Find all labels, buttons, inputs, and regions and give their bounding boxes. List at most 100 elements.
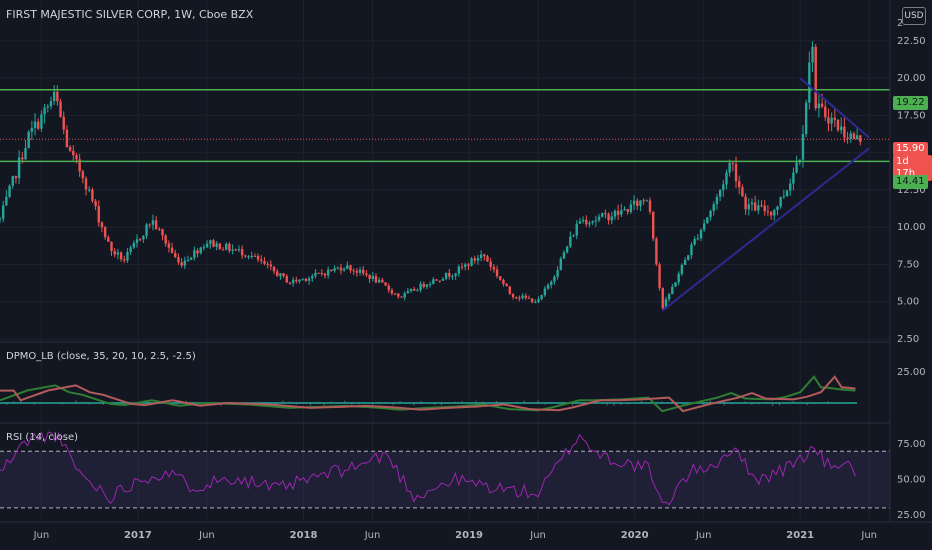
candle-body xyxy=(785,190,789,197)
candle-body xyxy=(199,247,202,254)
candle-body xyxy=(43,107,46,115)
candle-body xyxy=(610,216,613,221)
candle-body xyxy=(8,185,11,197)
candle-body xyxy=(594,220,598,222)
candle-body xyxy=(674,282,677,287)
candle-body xyxy=(855,135,859,140)
candle-body xyxy=(279,273,282,277)
candle-body xyxy=(46,106,49,108)
candle-body xyxy=(425,284,429,287)
candle-body xyxy=(683,259,687,265)
candle-body xyxy=(397,293,400,297)
candle-body xyxy=(502,279,505,284)
candle-body xyxy=(753,202,757,211)
candle-body xyxy=(808,62,811,103)
candle-body xyxy=(626,209,629,212)
candle-body xyxy=(30,128,34,132)
candle-body xyxy=(68,146,72,151)
candle-body xyxy=(543,288,547,296)
candle-body xyxy=(849,133,852,139)
candle-body xyxy=(709,210,712,218)
candle-body xyxy=(537,299,540,303)
candle-body xyxy=(21,157,24,160)
candle-body xyxy=(623,209,626,211)
candle-body xyxy=(205,243,209,248)
candle-body xyxy=(763,205,766,212)
candle-body xyxy=(180,262,183,266)
candle-body xyxy=(78,159,81,172)
candle-body xyxy=(760,205,763,207)
candle-body xyxy=(645,200,649,202)
dpmo-legend[interactable]: DPMO_LB (close, 35, 20, 10, 2.5, -2.5) xyxy=(6,351,196,362)
price-pane[interactable] xyxy=(0,41,890,312)
symbol-title[interactable]: FIRST MAJESTIC SILVER CORP, 1W, Cboe BZX xyxy=(6,8,254,21)
grid xyxy=(0,0,890,522)
current-price-tag: 15.90 xyxy=(893,142,928,156)
price-tick-label: 10.00 xyxy=(897,222,926,233)
candle-body xyxy=(801,133,805,160)
candle-body xyxy=(234,249,237,251)
candle-body xyxy=(339,267,343,271)
candle-body xyxy=(40,114,43,129)
candle-body xyxy=(65,129,69,147)
candle-body xyxy=(272,266,276,272)
candle-body xyxy=(581,219,585,222)
candle-body xyxy=(247,256,250,258)
candle-body xyxy=(342,268,346,271)
candle-body xyxy=(667,294,671,300)
candle-body xyxy=(374,275,378,283)
candle-body xyxy=(151,220,155,225)
candle-body xyxy=(174,253,177,258)
price-tick-label: 5.00 xyxy=(897,297,919,308)
candle-body xyxy=(346,265,349,269)
candle-body xyxy=(263,261,266,264)
time-tick-label: Jun xyxy=(529,530,546,541)
candle-body xyxy=(186,259,190,261)
candle-body xyxy=(562,252,566,259)
candle-body xyxy=(256,255,260,260)
currency-badge[interactable]: USD xyxy=(902,7,926,25)
candle-body xyxy=(741,187,744,197)
candle-body xyxy=(585,219,588,225)
candle-body xyxy=(438,280,441,282)
candle-body xyxy=(403,293,406,298)
candle-body xyxy=(530,298,534,303)
rsi-tick-label: 50.00 xyxy=(897,475,926,486)
candle-body xyxy=(833,117,837,120)
dpmo-pane[interactable] xyxy=(0,375,857,413)
candle-body xyxy=(499,276,502,280)
price-tick-label: 12.50 xyxy=(897,185,926,196)
rsi-pane[interactable] xyxy=(0,431,890,509)
candle-body xyxy=(782,196,786,198)
candle-body xyxy=(744,196,747,210)
candle-body xyxy=(231,249,234,251)
candle-body xyxy=(489,261,492,267)
time-tick-label: 2020 xyxy=(621,530,649,541)
candle-body xyxy=(550,281,553,285)
candle-body xyxy=(473,258,476,261)
candle-body xyxy=(718,190,722,197)
candle-body xyxy=(307,278,311,281)
candle-body xyxy=(314,272,317,277)
candle-body xyxy=(138,239,142,241)
candle-body xyxy=(508,286,512,294)
candle-body xyxy=(696,238,700,240)
candle-body xyxy=(518,297,521,299)
time-tick-label: Jun xyxy=(198,530,215,541)
rsi-legend[interactable]: RSI (14, close) xyxy=(6,432,79,443)
candle-body xyxy=(170,247,174,254)
candle-body xyxy=(607,213,610,221)
candle-body xyxy=(100,222,104,228)
candle-body xyxy=(604,213,607,215)
rsi-tick-label: 75.00 xyxy=(897,439,926,450)
dpmo-tick-label: 25.00 xyxy=(897,367,926,378)
dpmo-fast-line xyxy=(0,375,856,413)
candle-body xyxy=(177,257,180,263)
candle-body xyxy=(218,243,222,250)
candle-body xyxy=(94,200,97,207)
candle-body xyxy=(381,279,384,283)
candle-body xyxy=(792,172,795,184)
candle-body xyxy=(693,239,696,245)
candle-body xyxy=(266,263,269,265)
